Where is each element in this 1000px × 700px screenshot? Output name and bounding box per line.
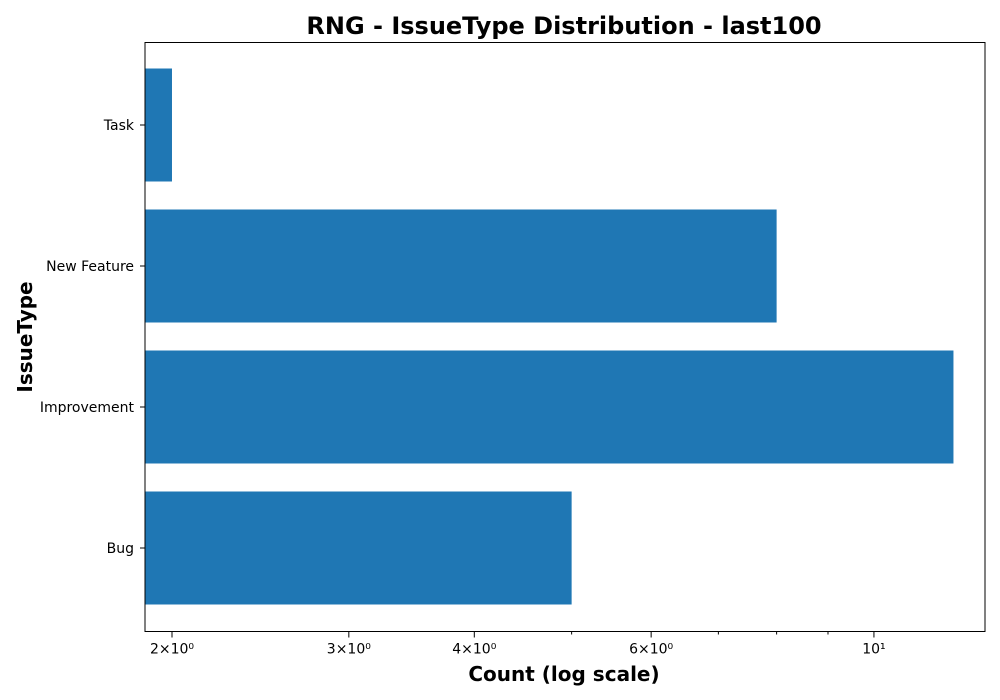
y-tick-label-new-feature: New Feature: [46, 259, 134, 275]
x-tick-label: 4×10⁰: [452, 642, 496, 658]
y-tick-label-improvement: Improvement: [40, 400, 135, 416]
y-axis-label: IssueType: [13, 281, 37, 392]
y-tick-label-task: Task: [103, 118, 135, 134]
chart-title: RNG - IssueType Distribution - last100: [306, 12, 821, 40]
plot-frame: [144, 42, 986, 632]
x-tick-label: 6×10⁰: [629, 642, 673, 658]
x-axis-label: Count (log scale): [468, 662, 659, 686]
bar-bug: [145, 491, 572, 605]
bar-improvement: [145, 350, 954, 464]
x-tick-label: 3×10⁰: [327, 642, 371, 658]
bar-task: [145, 68, 172, 182]
x-tick-label: 10¹: [862, 642, 885, 658]
x-tick-label: 2×10⁰: [150, 642, 194, 658]
plot-area: Bug Improvement New Feature Task 2×10⁰ 3×10⁰ 4…: [40, 68, 954, 658]
bar-new-feature: [145, 209, 777, 323]
y-tick-label-bug: Bug: [107, 541, 134, 557]
